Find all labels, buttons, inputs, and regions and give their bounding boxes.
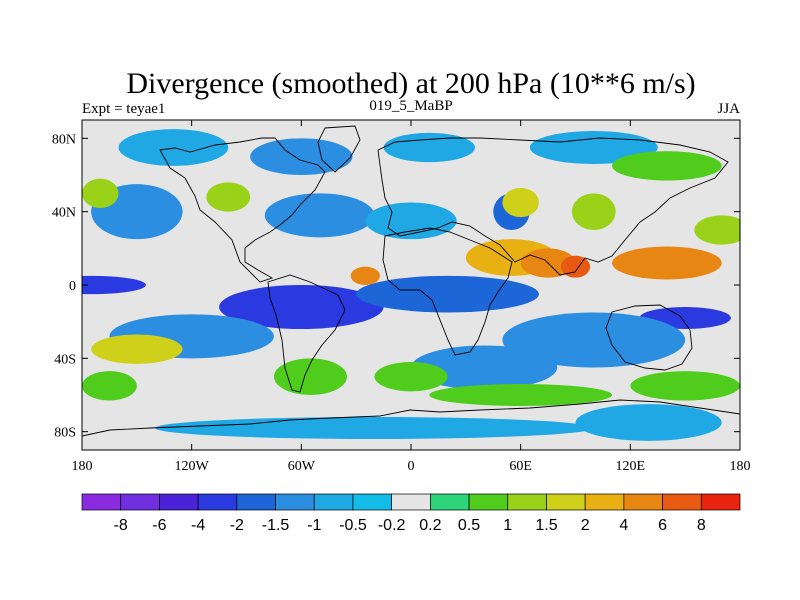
colorbar-box (313, 493, 354, 511)
x-tick-label: 60W (288, 459, 316, 474)
field-region-21 (571, 193, 616, 231)
colorbar-box (120, 493, 160, 511)
field-region-5 (264, 193, 375, 238)
y-tick-label: 80N (52, 132, 76, 147)
field-region-9 (219, 285, 384, 329)
greenland-coastline (317, 125, 361, 173)
field-region-30 (374, 362, 448, 392)
x-tick-label: 120W (175, 459, 210, 474)
colorbar-label: -1.5 (262, 517, 290, 534)
field-region-12 (502, 312, 686, 368)
x-tick-label: 180 (72, 459, 93, 474)
y-tick-label: 0 (69, 279, 76, 294)
colorbar-box (662, 493, 702, 511)
field-region-29 (273, 358, 348, 395)
field-region-32 (429, 384, 613, 406)
field-region-26 (350, 266, 380, 286)
coastlines (82, 125, 740, 437)
colorbar-label: 0.2 (419, 517, 441, 534)
colorbar-label: -8 (114, 517, 128, 534)
colorbar-box (468, 493, 509, 511)
field-region-25 (612, 246, 722, 280)
subtitle-right: JJA (717, 101, 740, 117)
subtitle-center: 019_5_MaBP (369, 98, 452, 114)
colorbar-label: -0.2 (378, 517, 406, 534)
eurasia-coastline (377, 137, 729, 276)
x-tick-label: 0 (408, 459, 415, 474)
field-region-19 (206, 182, 251, 212)
y-tick-label: 40S (54, 352, 76, 367)
x-tick-label: 60E (509, 459, 532, 474)
field-region-33 (82, 371, 137, 401)
colorbar-label: -2 (230, 517, 244, 534)
field-region-1 (250, 138, 353, 176)
south-america-coastline (267, 274, 346, 393)
colorbar-label: -1 (307, 517, 321, 534)
field-region-17 (612, 151, 722, 181)
colorbar-label: 2 (581, 517, 590, 534)
colorbar-box (507, 493, 547, 511)
field-region-18 (82, 178, 119, 208)
subtitle-left: Expt = teyae1 (82, 101, 165, 117)
field-region-6 (365, 202, 457, 240)
colorbar-label: -4 (191, 517, 205, 534)
colorbar-box (546, 493, 586, 511)
field-region-28 (91, 334, 183, 364)
africa-coastline (382, 227, 513, 356)
axis-ticks: 180 120W 60W 0 60E 120E 180 80N 40N 0 40S 80S (52, 120, 751, 474)
colorbar-label: -6 (152, 517, 166, 534)
colorbar-label: 6 (658, 517, 667, 534)
colorbar-box (700, 493, 741, 511)
field-region-15 (155, 417, 594, 439)
colorbar-box (81, 493, 122, 511)
colorbar: -8 -6 -4 -2 -1.5 -1 -0.5 -0.2 0.2 0.5 1 1.5 2 4 6 8 (81, 493, 741, 534)
field-region-0 (118, 129, 229, 166)
colorbar-label: 1 (503, 517, 512, 534)
colorbar-box (391, 493, 431, 511)
colorbar-label: 1.5 (535, 517, 557, 534)
antarctica-coastline (82, 399, 740, 437)
field-region-2 (383, 132, 475, 163)
field-region-22 (694, 215, 740, 245)
colorbar-label: 8 (697, 517, 706, 534)
field-region-16 (575, 404, 722, 441)
chart-title: Divergence (smoothed) at 200 hPa (10**6 … (126, 67, 695, 100)
colorbar-box (584, 493, 625, 511)
colorbar-box (275, 493, 315, 511)
x-tick-label: 180 (730, 459, 751, 474)
colorbar-box (352, 493, 392, 511)
colorbar-box (197, 493, 238, 511)
x-tick-label: 120E (616, 459, 646, 474)
colorbar-box (623, 493, 663, 511)
field-region-20 (502, 187, 539, 218)
colorbar-box (159, 493, 199, 511)
y-tick-label: 80S (54, 426, 76, 441)
colorbar-box (430, 493, 470, 511)
y-tick-label: 40N (52, 206, 76, 221)
colorbar-box (236, 493, 276, 511)
field-region-10 (356, 275, 539, 313)
field-region-31 (630, 371, 740, 401)
divergence-field (82, 129, 740, 441)
colorbar-label: 4 (619, 517, 628, 534)
colorbar-label: 0.5 (458, 517, 480, 534)
australia-coastline (605, 304, 693, 371)
field-region-8 (82, 275, 146, 295)
colorbar-label: -0.5 (339, 517, 367, 534)
north-america-coastline (159, 137, 326, 283)
field-region-14 (411, 345, 558, 390)
